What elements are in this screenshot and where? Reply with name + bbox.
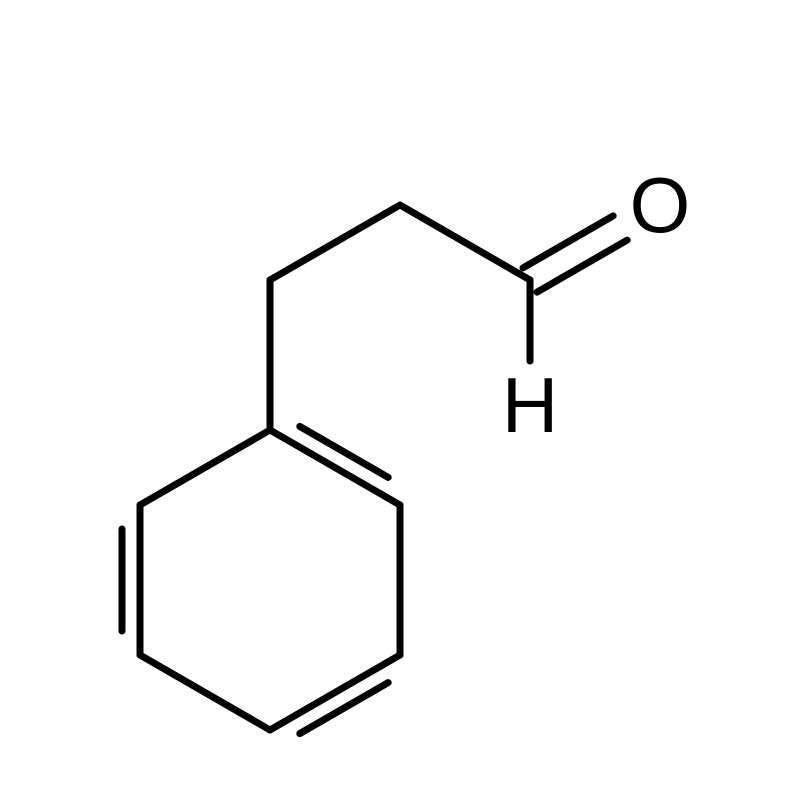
h-atom-label: H [502,361,558,449]
chemical-structure-diagram: OH [0,0,800,800]
o-atom-label: O [630,161,691,249]
